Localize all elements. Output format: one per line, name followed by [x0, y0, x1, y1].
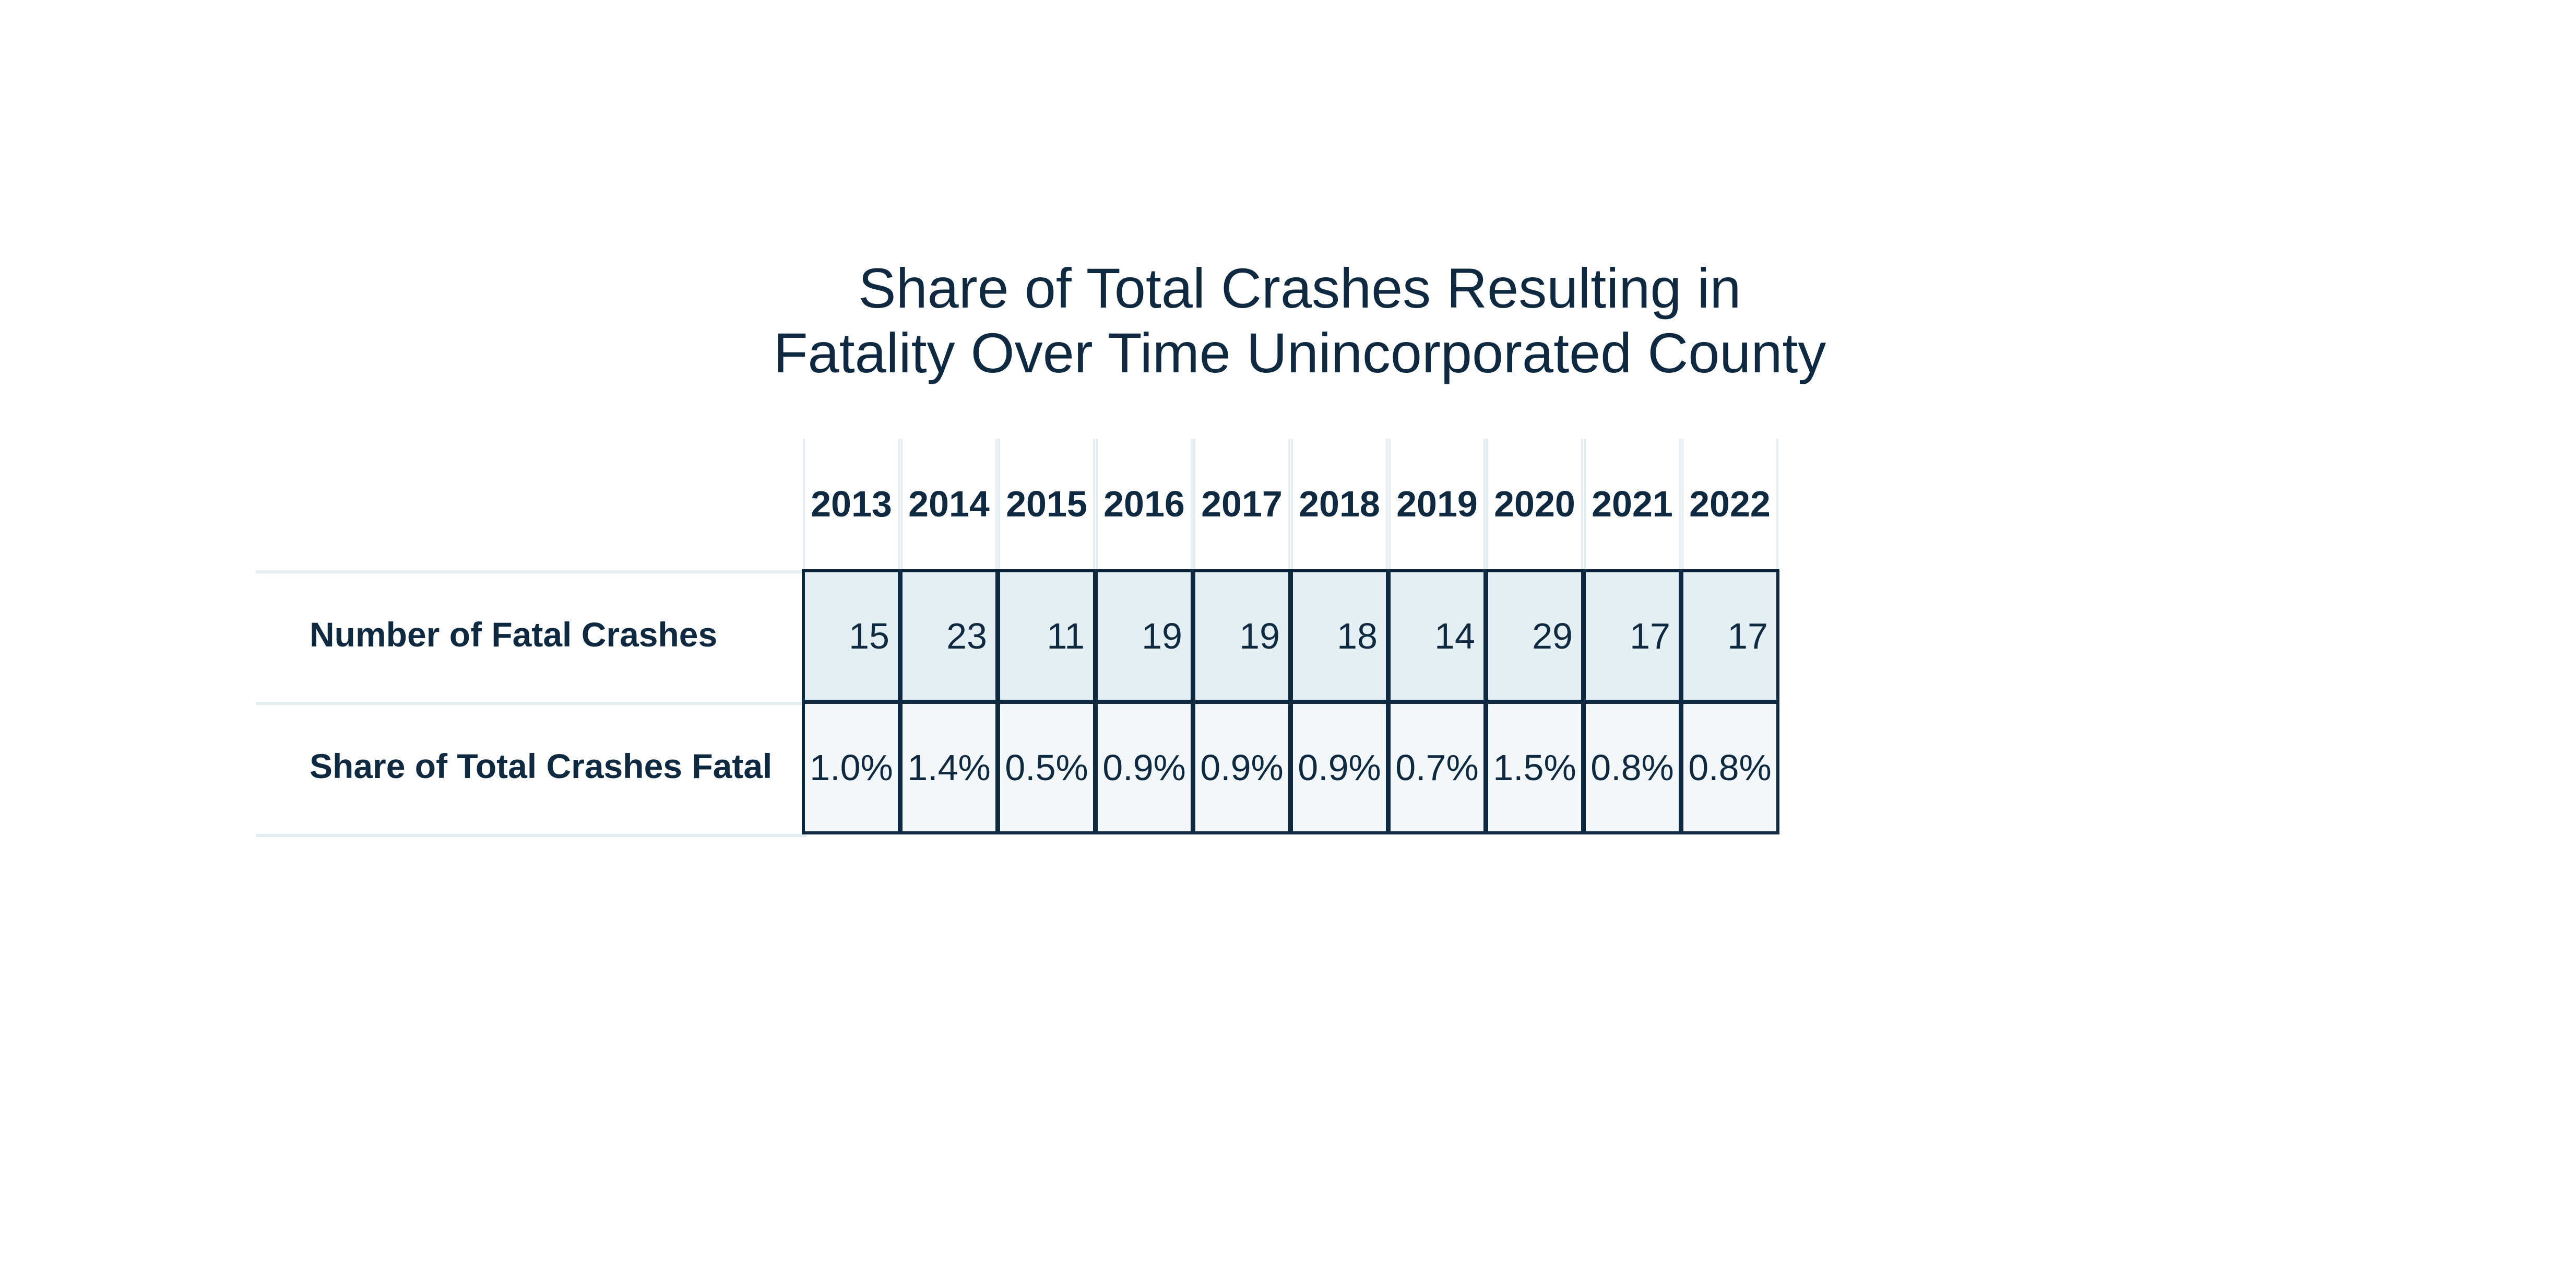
column-header-2013: 2013 [803, 439, 900, 569]
fatal-crashes-cell-2017: 19 [1192, 569, 1291, 703]
row-label-number-of-fatal-crashes: Number of Fatal Crashes [310, 615, 718, 654]
share-fatal-cell-2020: 1.5% [1485, 701, 1584, 834]
share-fatal-cell-2018: 0.9% [1290, 701, 1389, 834]
share-fatal-cell-2017: 0.9% [1192, 701, 1291, 834]
column-header-2018: 2018 [1291, 439, 1388, 569]
column-header-2019: 2019 [1388, 439, 1486, 569]
column-header-2016: 2016 [1096, 439, 1193, 569]
fatal-crashes-cell-2018: 18 [1290, 569, 1389, 703]
share-fatal-cell-2016: 0.9% [1095, 701, 1194, 834]
column-header-2015: 2015 [998, 439, 1095, 569]
column-header-2021: 2021 [1584, 439, 1681, 569]
chart-title: Share of Total Crashes Resulting in Fata… [731, 256, 1869, 385]
chart-title-line-1: Share of Total Crashes Resulting in [858, 256, 1741, 320]
chart-title-line-2: Fatality Over Time Unincorporated County [773, 321, 1826, 384]
share-fatal-cell-2021: 0.8% [1583, 701, 1682, 834]
column-header-2020: 2020 [1486, 439, 1583, 569]
share-fatal-cell-2014: 1.4% [899, 701, 999, 834]
row-divider-bottom [256, 834, 806, 837]
fatal-crashes-cell-2019: 14 [1387, 569, 1487, 703]
column-header-2017: 2017 [1193, 439, 1290, 569]
column-header-2022: 2022 [1681, 439, 1778, 569]
fatal-crashes-cell-2016: 19 [1095, 569, 1194, 703]
share-fatal-cell-2013: 1.0% [802, 701, 901, 834]
fatal-crashes-cell-2014: 23 [899, 569, 999, 703]
fatal-crashes-cell-2022: 17 [1680, 569, 1779, 703]
fatal-crashes-cell-2021: 17 [1583, 569, 1682, 703]
fatal-crashes-cell-2020: 29 [1485, 569, 1584, 703]
row-label-share-of-total-crashes-fatal: Share of Total Crashes Fatal [310, 747, 773, 785]
column-header-2014: 2014 [900, 439, 998, 569]
share-fatal-cell-2015: 0.5% [997, 701, 1096, 834]
share-fatal-cell-2022: 0.8% [1680, 701, 1779, 834]
fatal-crashes-cell-2015: 11 [997, 569, 1096, 703]
fatal-crashes-cell-2013: 15 [802, 569, 901, 703]
share-fatal-cell-2019: 0.7% [1387, 701, 1487, 834]
row-divider-top [256, 570, 806, 573]
row-divider-middle [256, 702, 806, 705]
